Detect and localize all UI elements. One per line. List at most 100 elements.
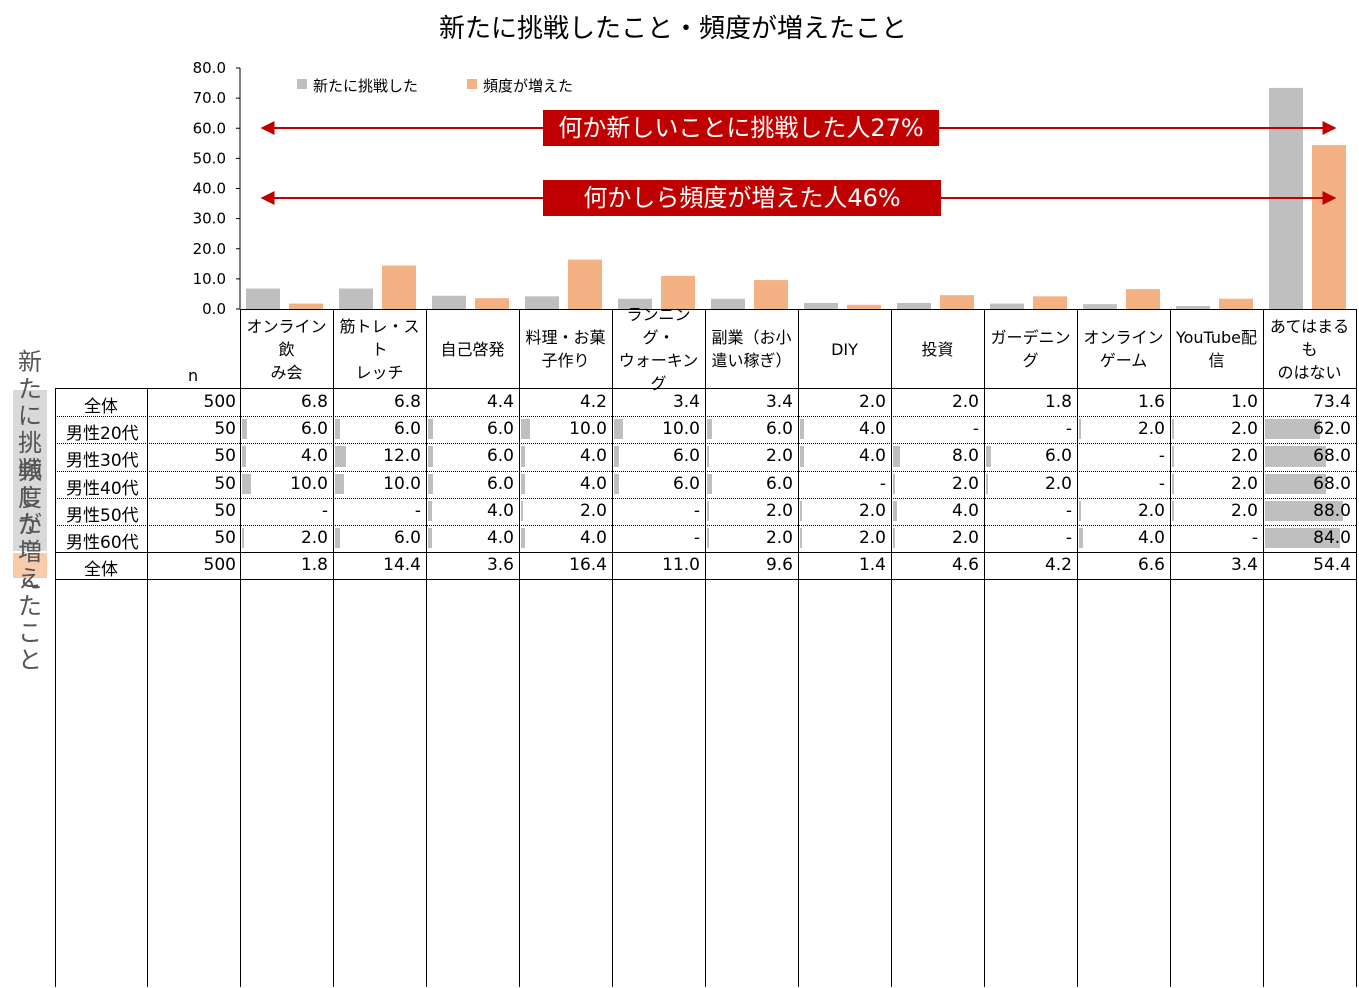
cell-bar [1172,473,1174,494]
cell-value: 2.0 [1230,473,1258,494]
cell-bar [893,473,895,494]
bar-increased [940,295,974,309]
cell-value: 1.6 [1137,392,1165,412]
column-header: 筋トレ・スト レッチ [339,316,420,382]
row-n: 50 [214,419,236,440]
table-border [612,309,613,987]
cell-bar [242,473,251,494]
cell-bar [242,419,248,440]
cell-value: 88.0 [1313,500,1351,521]
bar-increased [847,304,881,309]
cell-value: - [1158,473,1165,494]
row-n: 50 [214,500,236,521]
legend-swatch [467,79,477,89]
cell-value: 54.4 [1313,555,1351,576]
row-n: 500 [203,555,236,576]
cell-value: 2.0 [951,392,979,412]
table-border [55,471,1356,472]
cell-value: 2.0 [1230,419,1258,440]
cell-bar [800,419,804,440]
cell-bar [893,528,895,549]
annotation-banner: 何か新しいことに挑戦した人27% [543,110,939,146]
legend-label: 新たに挑戦した [313,77,418,95]
table-border [1077,309,1078,987]
cell-value: 73.4 [1313,392,1351,412]
cell-bar [800,500,802,521]
cell-bar [521,473,525,494]
cell-value: 4.0 [858,446,886,467]
cell-value: 4.0 [1137,528,1165,548]
cell-value: 4.0 [486,500,514,521]
cell-bar [707,419,713,440]
cell-bar [1172,500,1174,521]
cell-value: 4.2 [579,392,607,412]
cell-bar [1172,419,1174,440]
bar-increased [289,303,323,309]
cell-bar [335,473,344,494]
table-border [333,309,334,987]
row-n: 50 [214,446,236,467]
cell-value: 1.8 [300,555,328,576]
chart-title: 新たに挑戦したこと・頻度が増えたこと [438,14,907,44]
y-tick-label: 60.0 [193,119,226,137]
legend-swatch [297,79,307,89]
table-border [240,309,241,987]
bar-increased [1033,296,1067,309]
bar-new [711,298,745,309]
cell-value: - [693,500,700,521]
cell-value: 6.0 [765,419,793,440]
cell-bar [986,473,988,494]
cell-value: 11.0 [662,555,700,576]
cell-value: 2.0 [951,473,979,494]
cell-value: 2.0 [1137,500,1165,521]
bar-new [1176,305,1210,309]
row-label: 男性20代 [66,424,139,445]
cell-value: - [321,500,328,521]
bar-increased [1219,298,1253,309]
cell-value: 4.0 [579,446,607,467]
cell-bar [1265,419,1321,440]
bar-new [525,296,559,309]
cell-bar [707,528,709,549]
cell-bar [1265,446,1326,467]
cell-value: - [414,500,421,521]
y-tick-label: 70.0 [193,89,226,107]
cell-value: 10.0 [569,419,607,440]
cell-value: 2.0 [765,500,793,521]
cell-value: 14.4 [383,555,421,576]
column-header: 自己啓発 [440,339,505,359]
column-header: あてはまるも のはない [1269,316,1350,382]
column-header: YouTube配信 [1175,328,1258,370]
bar-new [804,302,838,309]
cell-value: 6.0 [300,419,328,440]
cell-value: 4.0 [858,419,886,440]
cell-bar [521,446,525,467]
y-tick-label: 40.0 [193,180,226,198]
row-label: 男性30代 [66,451,139,472]
cell-value: 2.0 [858,528,886,548]
y-tick-label: 20.0 [193,240,226,258]
cell-bar [614,473,620,494]
cell-value: 8.0 [951,446,979,467]
cell-value: 1.8 [1044,392,1072,412]
annotation-banner: 何かしら頻度が増えた人46% [543,180,941,216]
cell-bar [521,419,530,440]
row-label: 全体 [84,560,118,581]
cell-bar [986,446,992,467]
cell-bar [707,500,709,521]
cell-value: 2.0 [765,446,793,467]
table-border [705,309,706,987]
cell-bar [1079,500,1081,521]
table-border [55,416,1356,417]
row-label: 男性50代 [66,505,139,526]
cell-value: 3.4 [765,392,793,412]
cell-value: - [693,528,700,548]
bar-new [897,302,931,309]
cell-bar [707,473,713,494]
cell-value: 2.0 [1230,500,1258,521]
cell-bar [614,446,620,467]
row-label: 男性60代 [66,533,139,553]
bar-increased [661,275,695,309]
table-border [798,309,799,987]
cell-bar [428,473,434,494]
